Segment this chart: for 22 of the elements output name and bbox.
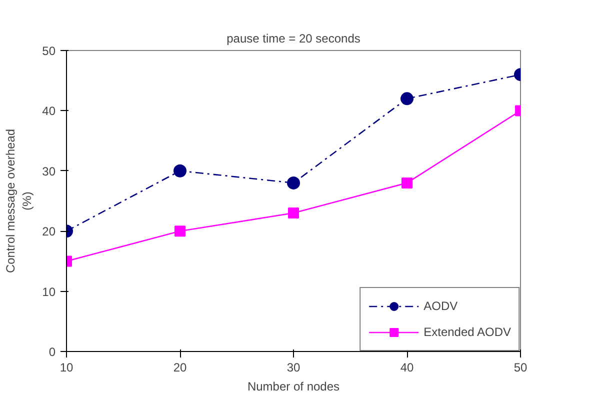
point	[287, 176, 300, 190]
y-tick-label: 10	[42, 284, 56, 299]
y-tick-label: 0	[48, 345, 56, 359]
y-tick-label: 30	[42, 164, 56, 178]
point	[400, 92, 414, 106]
x-tick-label: 10	[60, 360, 74, 374]
y-tick-label: 20	[42, 224, 56, 239]
y-axis-title: Control message overhead (%)	[3, 128, 34, 274]
x-tick-label: 40	[400, 360, 414, 374]
point	[174, 164, 186, 178]
x-tick-label: 50	[514, 360, 528, 374]
point	[402, 177, 412, 188]
x-tick-label: 20	[173, 360, 187, 374]
legend-label: Extended AODV	[424, 325, 511, 339]
point	[174, 226, 186, 237]
chart-title: pause time = 20 seconds	[226, 32, 360, 46]
x-tick-label: 30	[286, 360, 300, 374]
point	[288, 208, 299, 219]
x-axis-title: Number of nodes	[247, 380, 340, 394]
y-tick-label: 50	[42, 44, 56, 58]
legend-label: AODV	[424, 299, 458, 313]
y-tick-label: 40	[42, 104, 56, 118]
